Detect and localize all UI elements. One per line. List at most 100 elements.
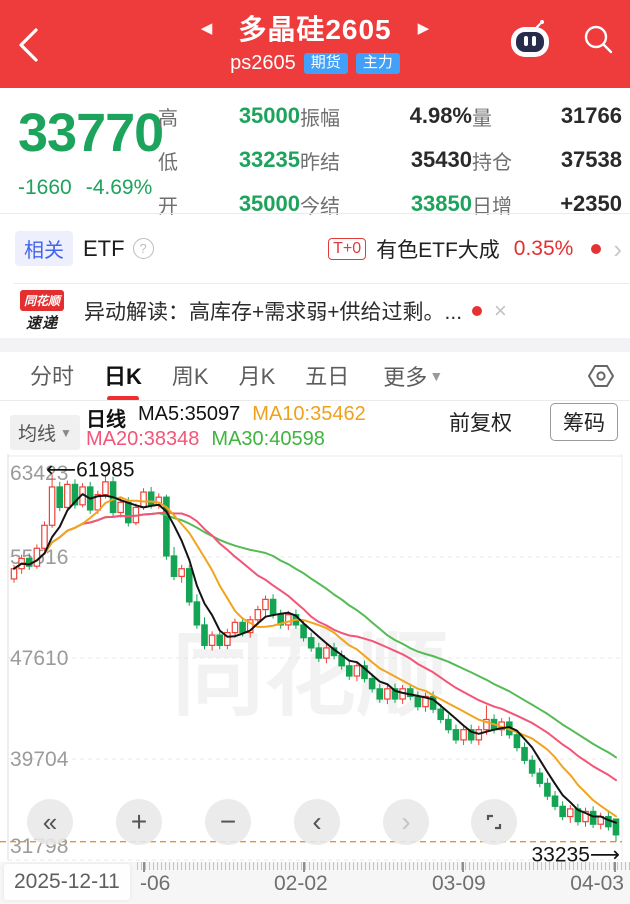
tab-daily-k[interactable]: 日K (104, 359, 142, 393)
ma20-line (13, 511, 617, 782)
zoom-in-button[interactable]: + (116, 799, 162, 845)
change-value: -1660 (18, 176, 72, 199)
candle-body (406, 688, 414, 698)
zoom-out-button[interactable]: − (205, 799, 251, 845)
candle-body (323, 647, 330, 659)
stat-低: 低 33235 (158, 147, 300, 174)
candle-body (589, 810, 597, 825)
ai-robot-icon[interactable] (508, 18, 552, 64)
candle-body (361, 665, 368, 680)
y-tick-label: 39704 (10, 748, 69, 771)
high-annotation: ⟵61985 (46, 458, 135, 481)
chart-settings-icon[interactable] (586, 362, 616, 390)
stat-昨结: 昨结 35430 (300, 147, 472, 174)
ma-legend: 均线 ▼ 日线 MA5:35097 MA10:35462 MA20:38348 M… (0, 401, 630, 452)
candle-body (551, 795, 559, 807)
rewind-button[interactable]: « (27, 799, 73, 845)
x-label-start-date: 2025-12-11 (4, 864, 130, 900)
back-icon[interactable] (12, 22, 46, 68)
candle-body (10, 568, 18, 580)
candle-body (414, 695, 422, 708)
ma5-value: MA5:35097 (138, 403, 241, 425)
candle-body (452, 729, 460, 741)
low-annotation: 33235⟶ (531, 844, 620, 862)
candle-body (246, 619, 254, 634)
candle-body (208, 634, 216, 646)
next-contract-icon[interactable]: ▶ (417, 20, 430, 37)
pan-right-button[interactable]: › (383, 799, 429, 845)
tab-fenshi[interactable]: 分时 (30, 364, 75, 389)
alert-dot-icon (591, 243, 602, 254)
news-dot-icon (472, 306, 483, 316)
candle-body (224, 631, 231, 646)
futures-tag: 期货 (303, 53, 348, 74)
candle-body (41, 524, 48, 549)
fullscreen-button[interactable] (471, 799, 517, 845)
candle-body (521, 746, 528, 761)
fullscreen-icon (486, 814, 502, 830)
candle-body (391, 688, 399, 700)
period-label: 日线 (86, 409, 126, 431)
candle-body (262, 598, 269, 611)
related-etf-row[interactable]: 相关 ETF ? T+0 有色ETF大成 0.35% › (0, 214, 630, 283)
candle-body (437, 708, 445, 721)
pan-left-button[interactable]: ‹ (294, 799, 340, 845)
stat-振幅: 振幅 4.98% (300, 103, 472, 130)
x-label: -06 (140, 872, 171, 895)
candle-body (376, 688, 384, 700)
tab-five-day[interactable]: 五日 (305, 364, 350, 389)
ma10-value: MA10:35462 (252, 403, 366, 425)
y-tick-label: 47610 (10, 647, 68, 670)
x-label: 02-02 (274, 872, 328, 895)
last-price: 33770 (18, 103, 164, 163)
candle-body (307, 637, 315, 649)
candle-body (117, 501, 124, 514)
candle-body (353, 665, 361, 677)
chart-period-tabs: 分时 日K 周K 月K 五日 更多 ▼ (0, 352, 630, 400)
news-alert-row[interactable]: 同花顺 速递 异动解读：高库存+需求弱+供给过剩。... × (0, 284, 630, 338)
help-icon[interactable]: ? (132, 238, 154, 259)
ma30-value: MA30:40598 (211, 428, 325, 450)
candle-body (56, 486, 64, 508)
candle-body (582, 810, 589, 823)
stat-开: 开 35000 (158, 191, 300, 218)
candle-body (483, 718, 490, 731)
candle-body (566, 808, 574, 818)
price-change: -1660 -4.69% (18, 176, 152, 200)
candle-body (612, 818, 620, 836)
candle-body (460, 729, 467, 741)
candle-body (528, 759, 536, 774)
candle-body (239, 621, 246, 634)
tab-more[interactable]: 更多 ▼ (383, 365, 444, 390)
candle-body (285, 614, 292, 626)
main-contract-tag: 主力 (355, 53, 400, 74)
logo-top-text: 同花顺 (19, 289, 64, 311)
chevron-right-icon[interactable]: › (613, 233, 622, 264)
ma20-value: MA20:38348 (86, 428, 200, 450)
related-badge: 相关 (15, 231, 73, 266)
forward-adjust-toggle[interactable]: 前复权 (449, 412, 512, 435)
ma-dropdown[interactable]: 均线 ▼ (10, 415, 80, 450)
chips-button[interactable]: 筹码 (550, 403, 618, 441)
candle-body (102, 481, 109, 496)
ma10-line (13, 496, 617, 818)
candle-body (124, 501, 132, 524)
quote-stats-grid: 高 35000 振幅 4.98% 量 31766 低 33235 昨结 35430 持仓 37538 开… (158, 94, 622, 226)
section-divider-band (0, 338, 630, 352)
prev-contract-icon[interactable]: ◀ (200, 20, 213, 37)
x-label: 04-03 (570, 872, 624, 895)
candle-body (544, 782, 551, 797)
contract-code: ps2605 (230, 52, 296, 74)
tab-weekly-k[interactable]: 周K (171, 364, 209, 389)
tab-monthly-k[interactable]: 月K (238, 364, 276, 389)
candle-body (345, 665, 353, 677)
candle-body (536, 772, 544, 784)
t0-badge: T+0 (328, 237, 367, 260)
candle-body (178, 568, 185, 577)
close-icon[interactable]: × (494, 298, 507, 323)
candle-body (422, 695, 429, 708)
candle-body (384, 688, 391, 700)
search-icon[interactable] (581, 22, 617, 62)
